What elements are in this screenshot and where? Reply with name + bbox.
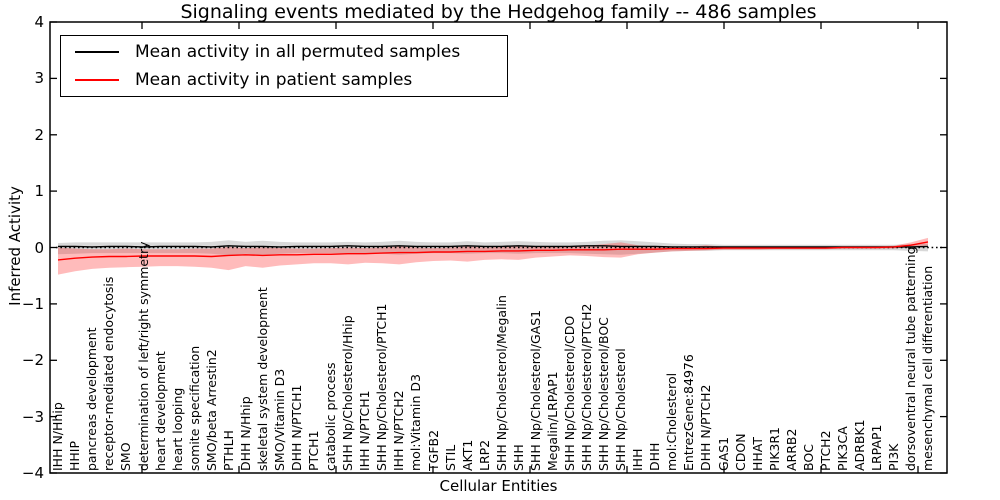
x-tick-label: skeletal system development <box>254 287 270 471</box>
x-tick-label: SHH Np/Cholesterol/PTCH1 <box>374 303 390 472</box>
x-tick-label: SMO <box>118 442 134 471</box>
x-tick-label: mol:Vitamin D3 <box>408 374 424 471</box>
x-tick-label: dorsoventral neural tube patterning <box>903 246 919 472</box>
x-tick-label: pancreas development <box>84 327 100 471</box>
x-tick-label: SHH <box>510 444 526 471</box>
x-tick-label: IHH N/PTCH2 <box>391 390 407 471</box>
x-tick-label: somite specification <box>186 345 202 471</box>
mean-line-series-0 <box>58 245 929 248</box>
x-tick-label: SHH Np/Cholesterol/PTCH2 <box>579 303 594 472</box>
x-tick-label: GAS1 <box>715 436 731 471</box>
x-tick-label: DHH N/Hhip <box>237 396 253 471</box>
x-tick-label: heart looping <box>169 387 185 471</box>
x-tick-label: PIK3CA <box>834 426 850 471</box>
x-tick-label: SHH Np/Cholesterol/CDO <box>562 315 577 471</box>
x-tick-label: receptor-mediated endocytosis <box>101 276 117 471</box>
x-axis-label: Cellular Entities <box>439 477 558 495</box>
legend: Mean activity in all permuted samples Me… <box>60 35 508 97</box>
x-tick-label: heart development <box>152 351 168 471</box>
x-tick-label: LRPAP1 <box>869 424 884 471</box>
y-tick-label: −3 <box>21 407 44 426</box>
x-tick-label: PIK3R1 <box>766 426 782 471</box>
x-tick-label: IHH <box>630 448 646 472</box>
y-tick-label: −2 <box>21 351 44 370</box>
x-tick-label: SMO/Vitamin D3 <box>272 368 287 471</box>
x-tick-label: TGFB2 <box>425 429 441 471</box>
y-tick-label: 2 <box>34 125 44 144</box>
x-tick-label: SHH Np/Cholesterol <box>613 348 629 471</box>
y-tick-label: 4 <box>34 13 44 31</box>
x-tick-label: determination of left/right symmetry <box>135 241 151 472</box>
x-tick-label: PTCH1 <box>306 430 322 471</box>
x-tick-label: HHIP <box>67 440 83 471</box>
legend-label: Mean activity in patient samples <box>135 70 413 90</box>
y-tick-label: 0 <box>34 238 44 257</box>
x-tick-label: SHH Np/Cholesterol/GAS1 <box>527 309 543 471</box>
x-tick-label: mol:Cholesterol <box>664 372 680 471</box>
x-tick-label: PI3K <box>886 443 902 471</box>
mean-line-series-1 <box>57 241 929 261</box>
x-tick-label: catabolic process <box>323 362 339 471</box>
x-tick-label: mesenchymal cell differentiation <box>920 265 936 471</box>
legend-label: Mean activity in all permuted samples <box>135 42 461 62</box>
legend-line-red <box>75 79 119 81</box>
x-tick-label: EntrezGene:84976 <box>681 354 697 471</box>
x-tick-label: DHH N/PTCH2 <box>698 384 714 471</box>
y-tick-label: 1 <box>34 182 44 201</box>
x-tick-label: DHH <box>647 442 663 471</box>
x-tick-label: SHH Np/Cholesterol/Megalin <box>493 295 509 471</box>
x-tick-label: SMO/beta Arrestin2 <box>203 349 219 471</box>
x-tick-label: STIL <box>442 444 458 471</box>
x-tick-label: HHAT <box>749 436 765 471</box>
y-tick-label: 3 <box>34 69 44 88</box>
x-tick-label: LRP2 <box>476 439 492 471</box>
legend-line-black <box>75 51 119 53</box>
x-tick-label: Megalin/LRPAP1 <box>544 371 560 471</box>
x-tick-label: CDON <box>732 433 748 471</box>
x-tick-label: ADRBK1 <box>852 419 867 471</box>
legend-item-patient: Mean activity in patient samples <box>75 69 507 91</box>
x-tick-label: AKT1 <box>459 439 475 471</box>
x-tick-label: IHH N/PTCH1 <box>357 390 373 471</box>
x-tick-label: ARRB2 <box>783 428 799 471</box>
chart-title: Signaling events mediated by the Hedgeho… <box>180 1 817 23</box>
x-tick-label: PTHLH <box>220 430 236 471</box>
x-tick-label: BOC <box>800 444 816 471</box>
x-tick-label: PTCH2 <box>817 430 833 471</box>
x-tick-label: IHH N/Hhip <box>50 402 66 471</box>
x-tick-label: SHH Np/Cholesterol/Hhip <box>340 315 356 471</box>
x-tick-label: SHH Np/Cholesterol/BOC <box>596 317 612 471</box>
y-tick-label: −1 <box>21 294 44 313</box>
legend-item-permuted: Mean activity in all permuted samples <box>75 41 507 63</box>
y-tick-label: −4 <box>21 464 44 482</box>
x-tick-label: DHH N/PTCH1 <box>289 384 304 471</box>
